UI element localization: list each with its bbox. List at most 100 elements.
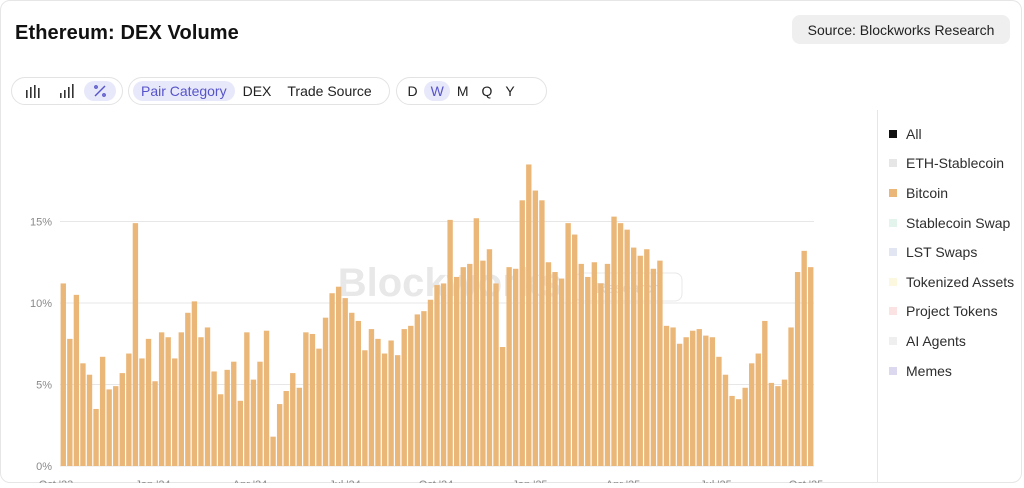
y-tick-label: 0%	[36, 461, 52, 473]
bar	[624, 229, 630, 466]
bar	[742, 387, 748, 466]
bar	[690, 330, 696, 466]
bar	[657, 260, 663, 466]
bar	[414, 314, 421, 466]
period-d[interactable]: D	[407, 83, 418, 99]
legend-label: LST Swaps	[906, 244, 978, 261]
bar	[211, 371, 217, 466]
bar	[322, 317, 329, 466]
legend-label: Tokenized Assets	[906, 273, 1015, 290]
legend-swatch	[889, 159, 897, 168]
bar	[185, 312, 191, 466]
legend-label: All	[906, 125, 922, 142]
bar	[644, 249, 650, 466]
bar	[204, 327, 211, 466]
legend-item-eth-stablecoin[interactable]: ETH-Stablecoin	[889, 149, 1014, 179]
bar	[434, 285, 440, 466]
bar	[375, 338, 381, 466]
stacked-bar-chart-icon[interactable]	[50, 81, 84, 101]
bar	[237, 400, 243, 466]
bar	[506, 267, 512, 466]
bar	[231, 361, 237, 466]
bar	[532, 190, 539, 466]
bar	[80, 363, 86, 466]
bar	[578, 263, 584, 466]
legend-swatch	[889, 188, 897, 197]
bar	[388, 340, 394, 466]
bar	[545, 262, 552, 466]
bar	[86, 374, 93, 466]
bar	[283, 391, 289, 466]
tab-pair-category[interactable]: Pair Category	[133, 81, 235, 101]
bar	[650, 268, 657, 466]
bar	[329, 293, 335, 466]
bar	[257, 361, 263, 466]
percent-icon[interactable]	[84, 81, 116, 101]
bar	[676, 343, 683, 466]
y-tick-label: 10%	[30, 298, 52, 310]
legend-item-bitcoin[interactable]: Bitcoin	[889, 178, 1014, 208]
bar	[296, 387, 302, 466]
legend-item-lst-swaps[interactable]: LST Swaps	[889, 237, 1014, 267]
period-y[interactable]: Y	[505, 83, 515, 99]
bar	[552, 272, 558, 466]
bar	[447, 219, 453, 466]
bar	[191, 301, 198, 466]
bar-chart-icon[interactable]	[16, 81, 50, 101]
bar	[290, 373, 296, 466]
bar	[572, 234, 578, 466]
bar	[113, 386, 119, 466]
legend-divider	[877, 110, 878, 483]
legend-item-tokenized-assets[interactable]: Tokenized Assets	[889, 267, 1014, 297]
source-button[interactable]: Source: Blockworks Research	[792, 15, 1010, 44]
tab-trade-source[interactable]: Trade Source	[287, 83, 372, 99]
bar	[60, 283, 66, 466]
period-m[interactable]: M	[456, 83, 469, 99]
bar	[394, 355, 401, 466]
bar	[637, 255, 643, 466]
bar	[263, 330, 270, 466]
bar	[696, 329, 702, 466]
bar	[611, 216, 617, 466]
bar	[703, 335, 709, 466]
period-w[interactable]: W	[424, 81, 451, 101]
tab-dex[interactable]: DEX	[242, 83, 272, 99]
bar	[467, 263, 473, 466]
legend-item-ai-agents[interactable]: AI Agents	[889, 326, 1014, 356]
bar	[67, 338, 73, 466]
bar	[119, 373, 125, 466]
bar	[178, 332, 184, 466]
bar	[473, 218, 480, 466]
bar	[440, 283, 447, 466]
legend-item-memes[interactable]: Memes	[889, 356, 1014, 386]
x-tick-label: Oct '24	[419, 479, 454, 483]
bar	[781, 379, 788, 466]
bar	[499, 347, 506, 466]
legend-item-stablecoin-swap[interactable]: Stablecoin Swap	[889, 208, 1014, 238]
legend-swatch	[889, 336, 897, 345]
page-title: Ethereum: DEX Volume	[15, 22, 239, 44]
legend-label: Stablecoin Swap	[906, 214, 1011, 231]
bar	[716, 356, 722, 466]
bar	[401, 329, 407, 466]
legend-item-all[interactable]: All	[889, 119, 1014, 149]
bar	[244, 332, 250, 466]
bar	[217, 394, 224, 466]
period-q[interactable]: Q	[481, 83, 493, 99]
bar	[722, 374, 729, 466]
legend-item-project-tokens[interactable]: Project Tokens	[889, 297, 1014, 327]
bar	[224, 369, 230, 466]
x-tick-label: Apr '24	[233, 479, 268, 483]
bar	[198, 337, 204, 466]
bar	[526, 164, 532, 466]
bar	[145, 338, 152, 466]
bar	[421, 311, 427, 466]
x-tick-label: Apr '25	[606, 479, 641, 483]
bar	[493, 283, 499, 466]
legend-label: Bitcoin	[906, 184, 949, 201]
bar	[808, 267, 814, 466]
bar	[316, 348, 322, 466]
legend-label: Memes	[906, 362, 952, 379]
x-tick-label: Oct '25	[789, 479, 824, 483]
